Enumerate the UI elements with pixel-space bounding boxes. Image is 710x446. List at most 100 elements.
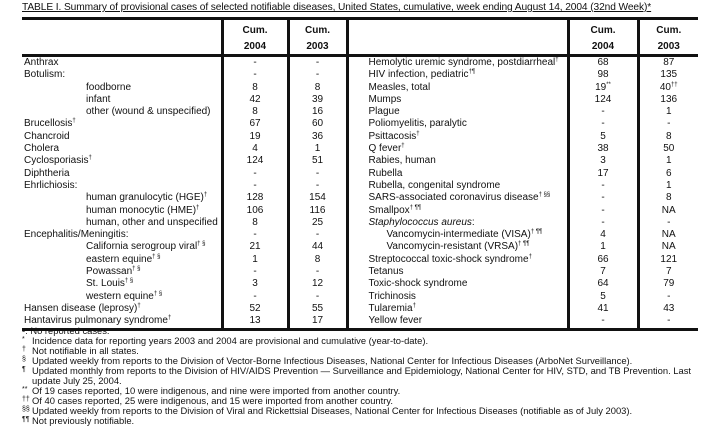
cum-2004-value: - xyxy=(220,229,288,242)
value: - xyxy=(315,229,320,241)
cum-2004-value: - xyxy=(220,69,288,82)
value: - xyxy=(253,167,257,179)
disease-label: Streptococcal toxic-shock syndrome† xyxy=(345,253,568,267)
disease-name: Hansen disease (leprosy) xyxy=(24,302,138,314)
disease-name: Ehrlichiosis: xyxy=(24,179,78,191)
value: - xyxy=(253,179,257,191)
notifiable-diseases-table: Cum. Cum. Cum. Cum. 2004 2003 2004 2003 … xyxy=(22,17,698,331)
header-row-year: 2004 2003 2004 2003 xyxy=(22,38,698,57)
label-suffix: : xyxy=(471,216,475,228)
disease-label: Hemolytic uremic syndrome, postdiarrheal… xyxy=(345,55,568,70)
footnote-mark: † xyxy=(137,302,141,309)
footnote: ** Of 19 cases reported, 10 were indigeno… xyxy=(22,386,702,396)
disease-label: California serogroup viral† § xyxy=(22,241,222,253)
cum-2004-value: 17 xyxy=(566,167,638,180)
footnote-mark: †† xyxy=(22,396,30,403)
table-row: Chancroid 19 36 Psittacosis† 5 8 xyxy=(22,130,698,144)
value: 12 xyxy=(311,278,324,290)
footnote: -: No reported cases. xyxy=(22,326,702,336)
value: 38 xyxy=(597,143,609,155)
value: 13 xyxy=(249,315,261,327)
disease-label: other (wound & unspecified) xyxy=(22,106,222,118)
value: 8 xyxy=(314,253,321,265)
disease-name: HIV infection, pediatric xyxy=(368,69,469,81)
disease-name: St. Louis xyxy=(86,278,125,290)
cum-2003-value: 1 xyxy=(636,106,698,119)
disease-name: other (wound & unspecified) xyxy=(86,106,211,118)
disease-label: St. Louis† § xyxy=(22,278,222,290)
disease-label: Encephalitis/Meningitis: xyxy=(22,229,222,241)
value: - xyxy=(253,266,257,278)
footnote-mark: † § xyxy=(153,290,163,297)
cum-2004-value: 42 xyxy=(220,93,288,107)
value: 21 xyxy=(249,241,261,253)
value: 87 xyxy=(663,57,675,68)
footnote-mark: § xyxy=(22,356,26,363)
cum-2004-value: - xyxy=(220,290,288,303)
disease-label: human granulocytic (HGE)† xyxy=(22,192,222,204)
header-cum-2004-right: Cum. xyxy=(566,17,638,38)
cum-2003-value: - xyxy=(286,290,347,303)
value: - xyxy=(667,216,671,228)
footnote-mark: † ¶¶ xyxy=(518,241,530,248)
disease-name: western equine xyxy=(86,290,154,302)
cum-2003-value: 8 xyxy=(636,192,698,205)
value: 66 xyxy=(597,253,609,265)
cum-2004-value: 1 xyxy=(566,241,638,254)
cum-2003-value: - xyxy=(286,55,347,70)
table-row: Botulism: - - HIV infection, pediatric†¶ 98 1… xyxy=(22,69,698,82)
table-row: other (wound & unspecified) 8 16 Plague - 1 xyxy=(22,106,698,119)
disease-label: Tularemia† xyxy=(345,302,568,316)
value: 7 xyxy=(665,266,672,278)
cum-2003-value: 43 xyxy=(636,302,698,316)
disease-name: Diphtheria xyxy=(24,167,70,179)
footnote-text: Updated weekly from reports to the Divis… xyxy=(32,355,633,366)
cum-2003-value: - xyxy=(286,266,347,279)
table-row: Diphtheria - - Rubella 17 6 xyxy=(22,167,698,180)
value: 40 xyxy=(659,81,671,93)
value: - xyxy=(601,315,605,327)
disease-name: Vancomycin-resistant (VRSA) xyxy=(386,241,519,253)
cum-2004-value: 67 xyxy=(220,118,288,131)
footnote-mark: † xyxy=(528,253,532,260)
footnote-mark: † xyxy=(401,143,405,150)
header-2004-left: 2004 xyxy=(220,38,288,57)
cum-2003-value: - xyxy=(636,118,698,131)
footnote-mark: ¶¶ xyxy=(22,416,30,423)
cum-2004-value: 52 xyxy=(220,302,288,316)
value: 25 xyxy=(311,216,324,228)
value: - xyxy=(315,69,320,81)
value: 68 xyxy=(597,57,609,68)
disease-name: Smallpox xyxy=(368,204,410,216)
footnote-mark: † xyxy=(412,302,416,309)
cum-2003-value: - xyxy=(636,290,698,303)
cum-2003-value: 40†† xyxy=(636,81,698,94)
cum-2004-value: 1 xyxy=(220,253,288,267)
value: 124 xyxy=(594,93,612,105)
value: 7 xyxy=(600,266,606,278)
footnote-mark: † § xyxy=(152,253,161,260)
cum-2004-value: - xyxy=(566,315,638,331)
footnote: † Not notifiable in all states. xyxy=(22,346,702,356)
cum-2004-value: - xyxy=(566,216,638,230)
value: NA xyxy=(661,229,676,241)
footnote-mark: † § xyxy=(124,278,134,285)
value: - xyxy=(601,204,605,216)
value: 8 xyxy=(665,192,672,204)
cum-2003-value: - xyxy=(636,216,698,230)
disease-label: Trichinosis xyxy=(345,290,568,303)
footnote-mark: † xyxy=(416,130,420,137)
disease-label: SARS-associated coronavirus disease† §§ xyxy=(345,192,568,205)
disease-label: Mumps xyxy=(345,93,568,107)
table-row: eastern equine† § 1 8 Streptococcal toxic-s… xyxy=(22,253,698,267)
footnote-mark: † § xyxy=(132,266,141,273)
value: 136 xyxy=(660,93,678,105)
value: 67 xyxy=(249,118,261,130)
value: 98 xyxy=(597,69,609,81)
footnote-text: Updated monthly from reports to the Divi… xyxy=(32,365,691,386)
footnote-mark: †† xyxy=(670,81,678,88)
value: 5 xyxy=(600,130,606,142)
disease-name: Tularemia xyxy=(368,302,413,314)
disease-label: Botulism: xyxy=(22,69,222,81)
value: - xyxy=(667,315,671,327)
